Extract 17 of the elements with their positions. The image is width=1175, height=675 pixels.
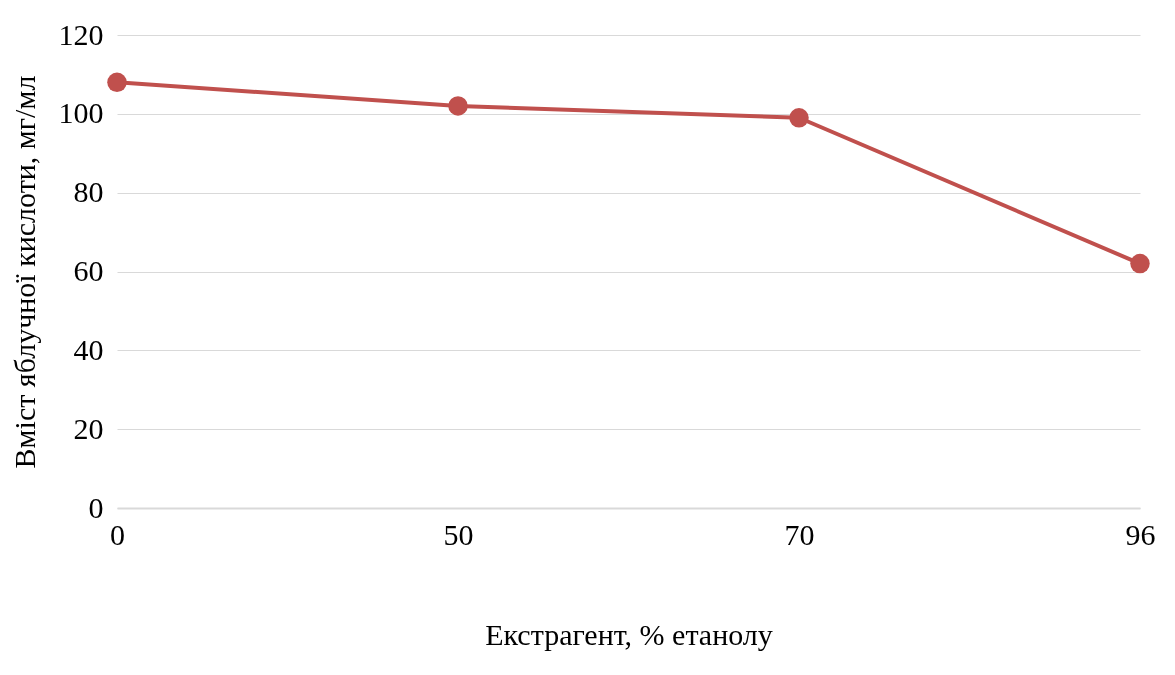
y-tick-label: 0 [88, 490, 104, 524]
y-tick-label: 100 [58, 96, 104, 130]
point [789, 108, 809, 128]
x-axis-title: Екстрагент, % етанолу [485, 617, 773, 651]
y-tick-label: 60 [73, 254, 104, 287]
x-tick-label: 70 [784, 517, 815, 551]
y-axis-title: Вміст яблучної кислоти, мг/мл [7, 75, 41, 469]
y-tick-label: 120 [58, 17, 104, 51]
point [448, 96, 468, 116]
y-tick-label: 20 [73, 411, 104, 445]
point [107, 72, 127, 93]
y-tick-label: 40 [73, 332, 104, 366]
y-tick-label: 80 [73, 175, 104, 209]
point [1130, 253, 1150, 274]
x-tick-label: 96 [1125, 517, 1156, 551]
x-tick-label: 0 [110, 517, 125, 551]
x-tick-label: 50 [443, 517, 474, 551]
